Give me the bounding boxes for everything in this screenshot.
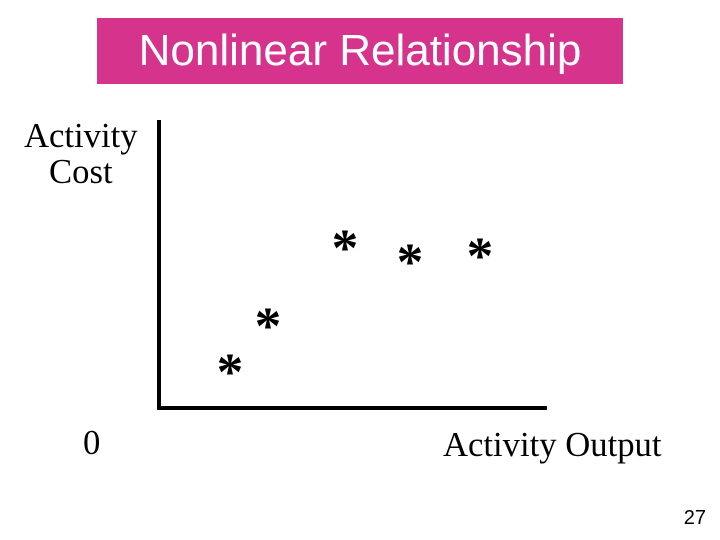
page-number: 27: [684, 507, 706, 530]
title-banner: Nonlinear Relationship: [97, 18, 623, 84]
scatter-point: *: [397, 235, 424, 288]
y-axis-line: [157, 120, 161, 410]
scatter-point: *: [255, 299, 282, 352]
scatter-point: *: [467, 229, 494, 282]
y-axis-label-line2: Cost: [49, 153, 113, 191]
scatter-point: *: [332, 221, 359, 274]
origin-label: 0: [83, 424, 100, 463]
y-axis-label: Activity Cost: [24, 118, 138, 191]
x-axis-label: Activity Output: [443, 426, 662, 465]
x-axis-line: [157, 406, 547, 410]
y-axis-label-line1: Activity: [24, 117, 138, 155]
slide: Nonlinear Relationship Activity Cost ***…: [0, 0, 720, 540]
slide-title: Nonlinear Relationship: [139, 26, 582, 76]
scatter-point: *: [217, 345, 244, 398]
